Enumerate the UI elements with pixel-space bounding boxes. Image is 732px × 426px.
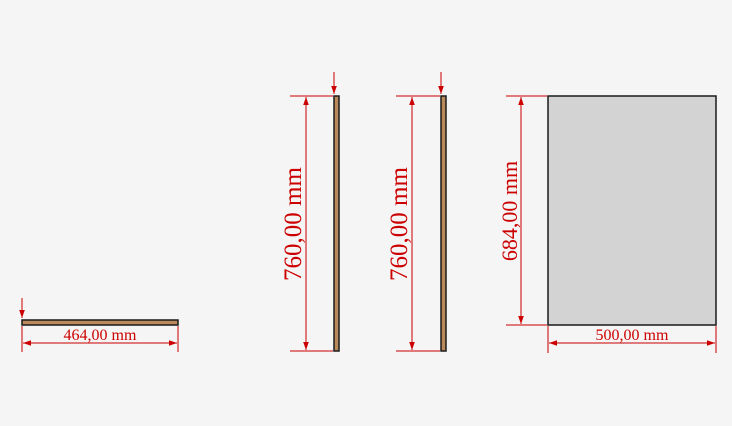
side-left-board — [333, 95, 340, 352]
shelf-board — [21, 319, 179, 326]
side-right-part: 760,00 mm — [386, 72, 447, 352]
back-panel-board — [547, 95, 717, 326]
side-left-part: 760,00 mm — [280, 72, 340, 352]
back-panel-height-label: 684,00 mm — [497, 161, 522, 261]
side-left-height-label: 760,00 mm — [280, 167, 307, 281]
side-right-board — [440, 95, 447, 352]
shelf-part: 464,00 mm — [19, 298, 179, 352]
shelf-width-label: 464,00 mm — [64, 327, 137, 344]
back-panel-width-label: 500,00 mm — [596, 327, 669, 344]
back-panel-part: 684,00 mm 500,00 mm — [497, 95, 717, 353]
side-right-height-label: 760,00 mm — [386, 167, 413, 281]
